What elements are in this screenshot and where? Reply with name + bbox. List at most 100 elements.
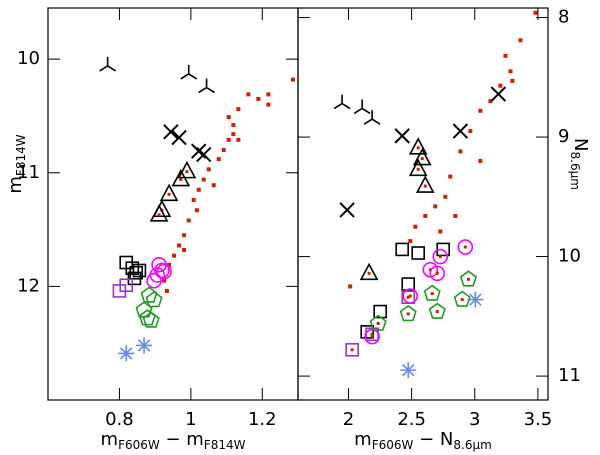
marker-arm (119, 347, 133, 360)
marker-dot (416, 167, 420, 171)
marker-arm (163, 124, 179, 140)
marker-arm (188, 73, 198, 80)
marker-pentagon (459, 270, 478, 287)
marker-pentagon (453, 290, 471, 307)
point (164, 288, 169, 293)
axis-label: N8.6μm (569, 138, 592, 190)
point (478, 108, 483, 113)
marker-arm (394, 128, 410, 144)
marker-arm (206, 86, 215, 94)
axis-label: mF606W − mF814W (101, 429, 246, 452)
plot-frame (297, 7, 549, 401)
point (533, 10, 538, 15)
marker-arm (490, 86, 507, 102)
marker-pentagon (399, 304, 417, 322)
marker-square (401, 277, 416, 291)
y-tick-label: 8 (558, 7, 569, 28)
marker-square (132, 263, 147, 278)
marker-arm (371, 118, 381, 125)
point (221, 148, 226, 153)
point (231, 132, 236, 137)
point (201, 177, 206, 182)
point (394, 128, 410, 144)
point (443, 194, 448, 199)
point (177, 243, 182, 248)
point (167, 262, 172, 267)
point (177, 160, 197, 179)
marker-square (345, 343, 359, 357)
point (201, 177, 206, 182)
point (256, 96, 261, 101)
x-tick-label: 3.5 (524, 409, 553, 430)
point (198, 78, 215, 94)
point (196, 187, 201, 192)
point (348, 284, 353, 289)
point (127, 271, 142, 286)
point (226, 115, 231, 120)
point (423, 213, 428, 218)
point (503, 53, 508, 58)
marker-pentagon (145, 291, 163, 308)
marker-dot (428, 268, 432, 272)
point (510, 78, 515, 83)
marker-dot (466, 277, 470, 281)
point (119, 278, 134, 293)
x-tick-label: 3 (469, 409, 480, 430)
point (236, 107, 241, 112)
point (423, 284, 441, 301)
point (490, 86, 507, 102)
marker-square (125, 261, 140, 275)
marker-pentagon (428, 302, 446, 319)
point (408, 137, 428, 155)
point (333, 94, 351, 110)
y-tick-label: 10 (17, 48, 40, 69)
point (467, 291, 484, 308)
point (402, 288, 419, 304)
point (478, 158, 483, 163)
point (360, 325, 374, 339)
point (353, 99, 371, 115)
point (236, 137, 241, 142)
point (163, 124, 179, 140)
marker-dot (157, 213, 161, 217)
marker-square (360, 325, 374, 339)
point (457, 239, 474, 255)
subscript: 8.6μm (569, 152, 583, 190)
marker-dot (406, 295, 410, 299)
point (186, 218, 191, 223)
marker-square (127, 271, 142, 286)
marker-circle (364, 328, 380, 345)
point (478, 158, 483, 163)
point (191, 143, 207, 159)
point (216, 157, 221, 162)
point (149, 204, 169, 222)
point (266, 92, 271, 97)
marker-dot (438, 255, 442, 259)
point (443, 194, 448, 199)
point (415, 175, 435, 193)
point (146, 272, 162, 289)
point (132, 263, 147, 278)
point (256, 96, 261, 101)
point (266, 102, 271, 107)
marker-square (373, 304, 387, 319)
point (423, 213, 428, 218)
point (458, 149, 463, 154)
point (142, 311, 160, 328)
point (152, 199, 172, 218)
point (364, 328, 380, 345)
point (408, 158, 428, 177)
marker-triangle (149, 204, 169, 222)
point (211, 183, 216, 188)
subscript: F606W (372, 438, 414, 452)
point (177, 243, 182, 248)
point (162, 278, 167, 283)
y-tick-label: 12 (17, 275, 40, 296)
marker-arm (452, 123, 469, 139)
point (194, 208, 199, 213)
point (125, 261, 140, 275)
marker-dot (376, 322, 380, 326)
point (373, 304, 387, 319)
